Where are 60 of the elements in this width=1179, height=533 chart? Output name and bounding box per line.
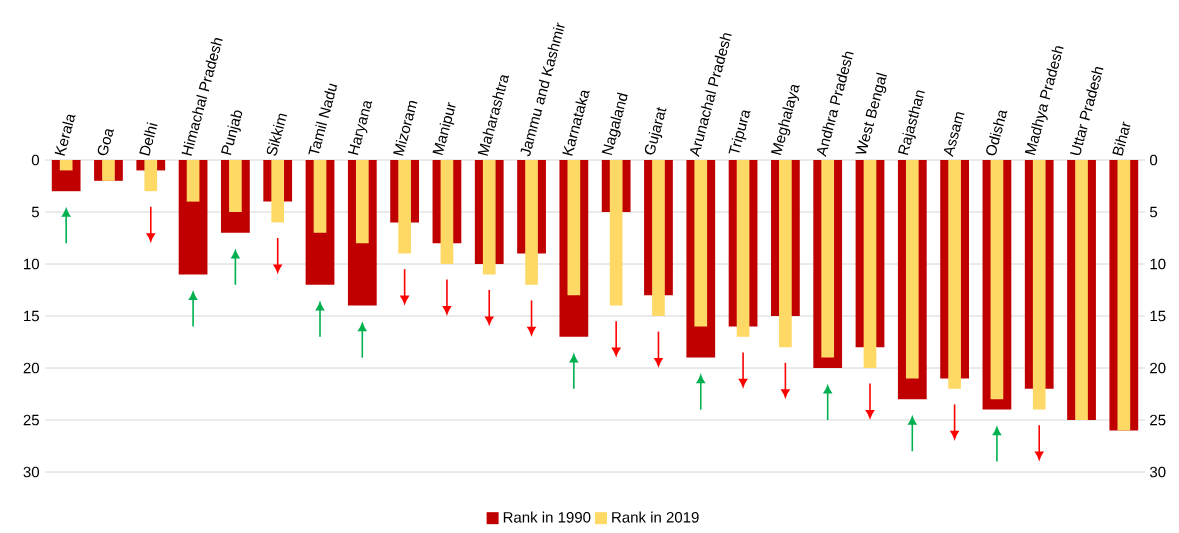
bar: [1075, 160, 1088, 421]
y2-tick-label: 20: [1150, 362, 1166, 374]
bar: [736, 160, 750, 337]
bar: [779, 160, 792, 348]
x-tick-label: Kerala: [54, 114, 76, 156]
bar: [1117, 160, 1131, 431]
x-tick-label: Goa: [97, 129, 114, 156]
x-tick-label: Andhra Pradesh: [816, 51, 854, 158]
legend-label: Rank in 2019: [612, 511, 699, 523]
bar: [990, 160, 1004, 400]
bar: [59, 160, 73, 171]
y2-tick-label: 15: [1150, 310, 1166, 322]
bar: [144, 160, 158, 192]
bar: [948, 160, 961, 389]
bar: [313, 160, 327, 233]
bar: [102, 160, 115, 181]
bar: [609, 160, 623, 306]
y2-tick-label: 30: [1149, 466, 1166, 478]
y2-tick-label: 10: [1150, 258, 1166, 270]
y2-tick-label: 0: [1149, 154, 1158, 166]
y-tick-label: 10: [24, 258, 40, 270]
x-tick-label: Tamil Nadu: [308, 83, 338, 155]
y-tick-label: 5: [31, 206, 39, 218]
x-tick-label: Mizoram: [393, 101, 418, 156]
x-tick-label: Sikkim: [266, 113, 288, 156]
x-tick-label: West Bengal: [855, 72, 887, 154]
bar: [567, 160, 581, 296]
bar: [652, 160, 665, 317]
x-tick-label: Delhi: [139, 122, 158, 156]
y2-tick-label: 5: [1149, 206, 1158, 218]
y-tick-label: 0: [31, 154, 40, 166]
x-tick-label: Odisha: [986, 110, 1008, 156]
y-tick-label: 20: [23, 362, 40, 374]
bar: [1032, 160, 1046, 410]
y2-tick-label: 25: [1150, 414, 1166, 426]
bar: [905, 160, 919, 379]
bar: [863, 160, 877, 369]
legend-label: Rank in 1990: [503, 511, 591, 523]
x-tick-label: Manipur: [432, 102, 456, 156]
x-tick-label: Bihar: [1112, 121, 1131, 156]
bar: [271, 160, 285, 223]
bar: [525, 160, 538, 285]
y-tick-label: 15: [24, 310, 39, 322]
bar: [482, 160, 496, 275]
bar: [229, 160, 242, 213]
y-tick-label: 25: [23, 414, 39, 426]
x-tick-label: Gujarat: [644, 107, 667, 155]
x-tick-label: Tripura: [728, 110, 751, 154]
bar: [821, 160, 835, 358]
x-tick-label: Haryana: [347, 101, 373, 156]
x-tick-label: Assam: [943, 112, 965, 158]
x-tick-label: Punjab: [221, 110, 243, 156]
bar: [440, 160, 454, 265]
bar: [398, 160, 411, 254]
bar: [355, 160, 369, 244]
x-tick-label: Uttar Pradesh: [1070, 67, 1104, 156]
x-tick-label: Madhya Pradesh: [1024, 46, 1064, 156]
bar: [694, 160, 708, 327]
bar: [186, 160, 200, 202]
y-tick-label: 30: [23, 466, 40, 478]
